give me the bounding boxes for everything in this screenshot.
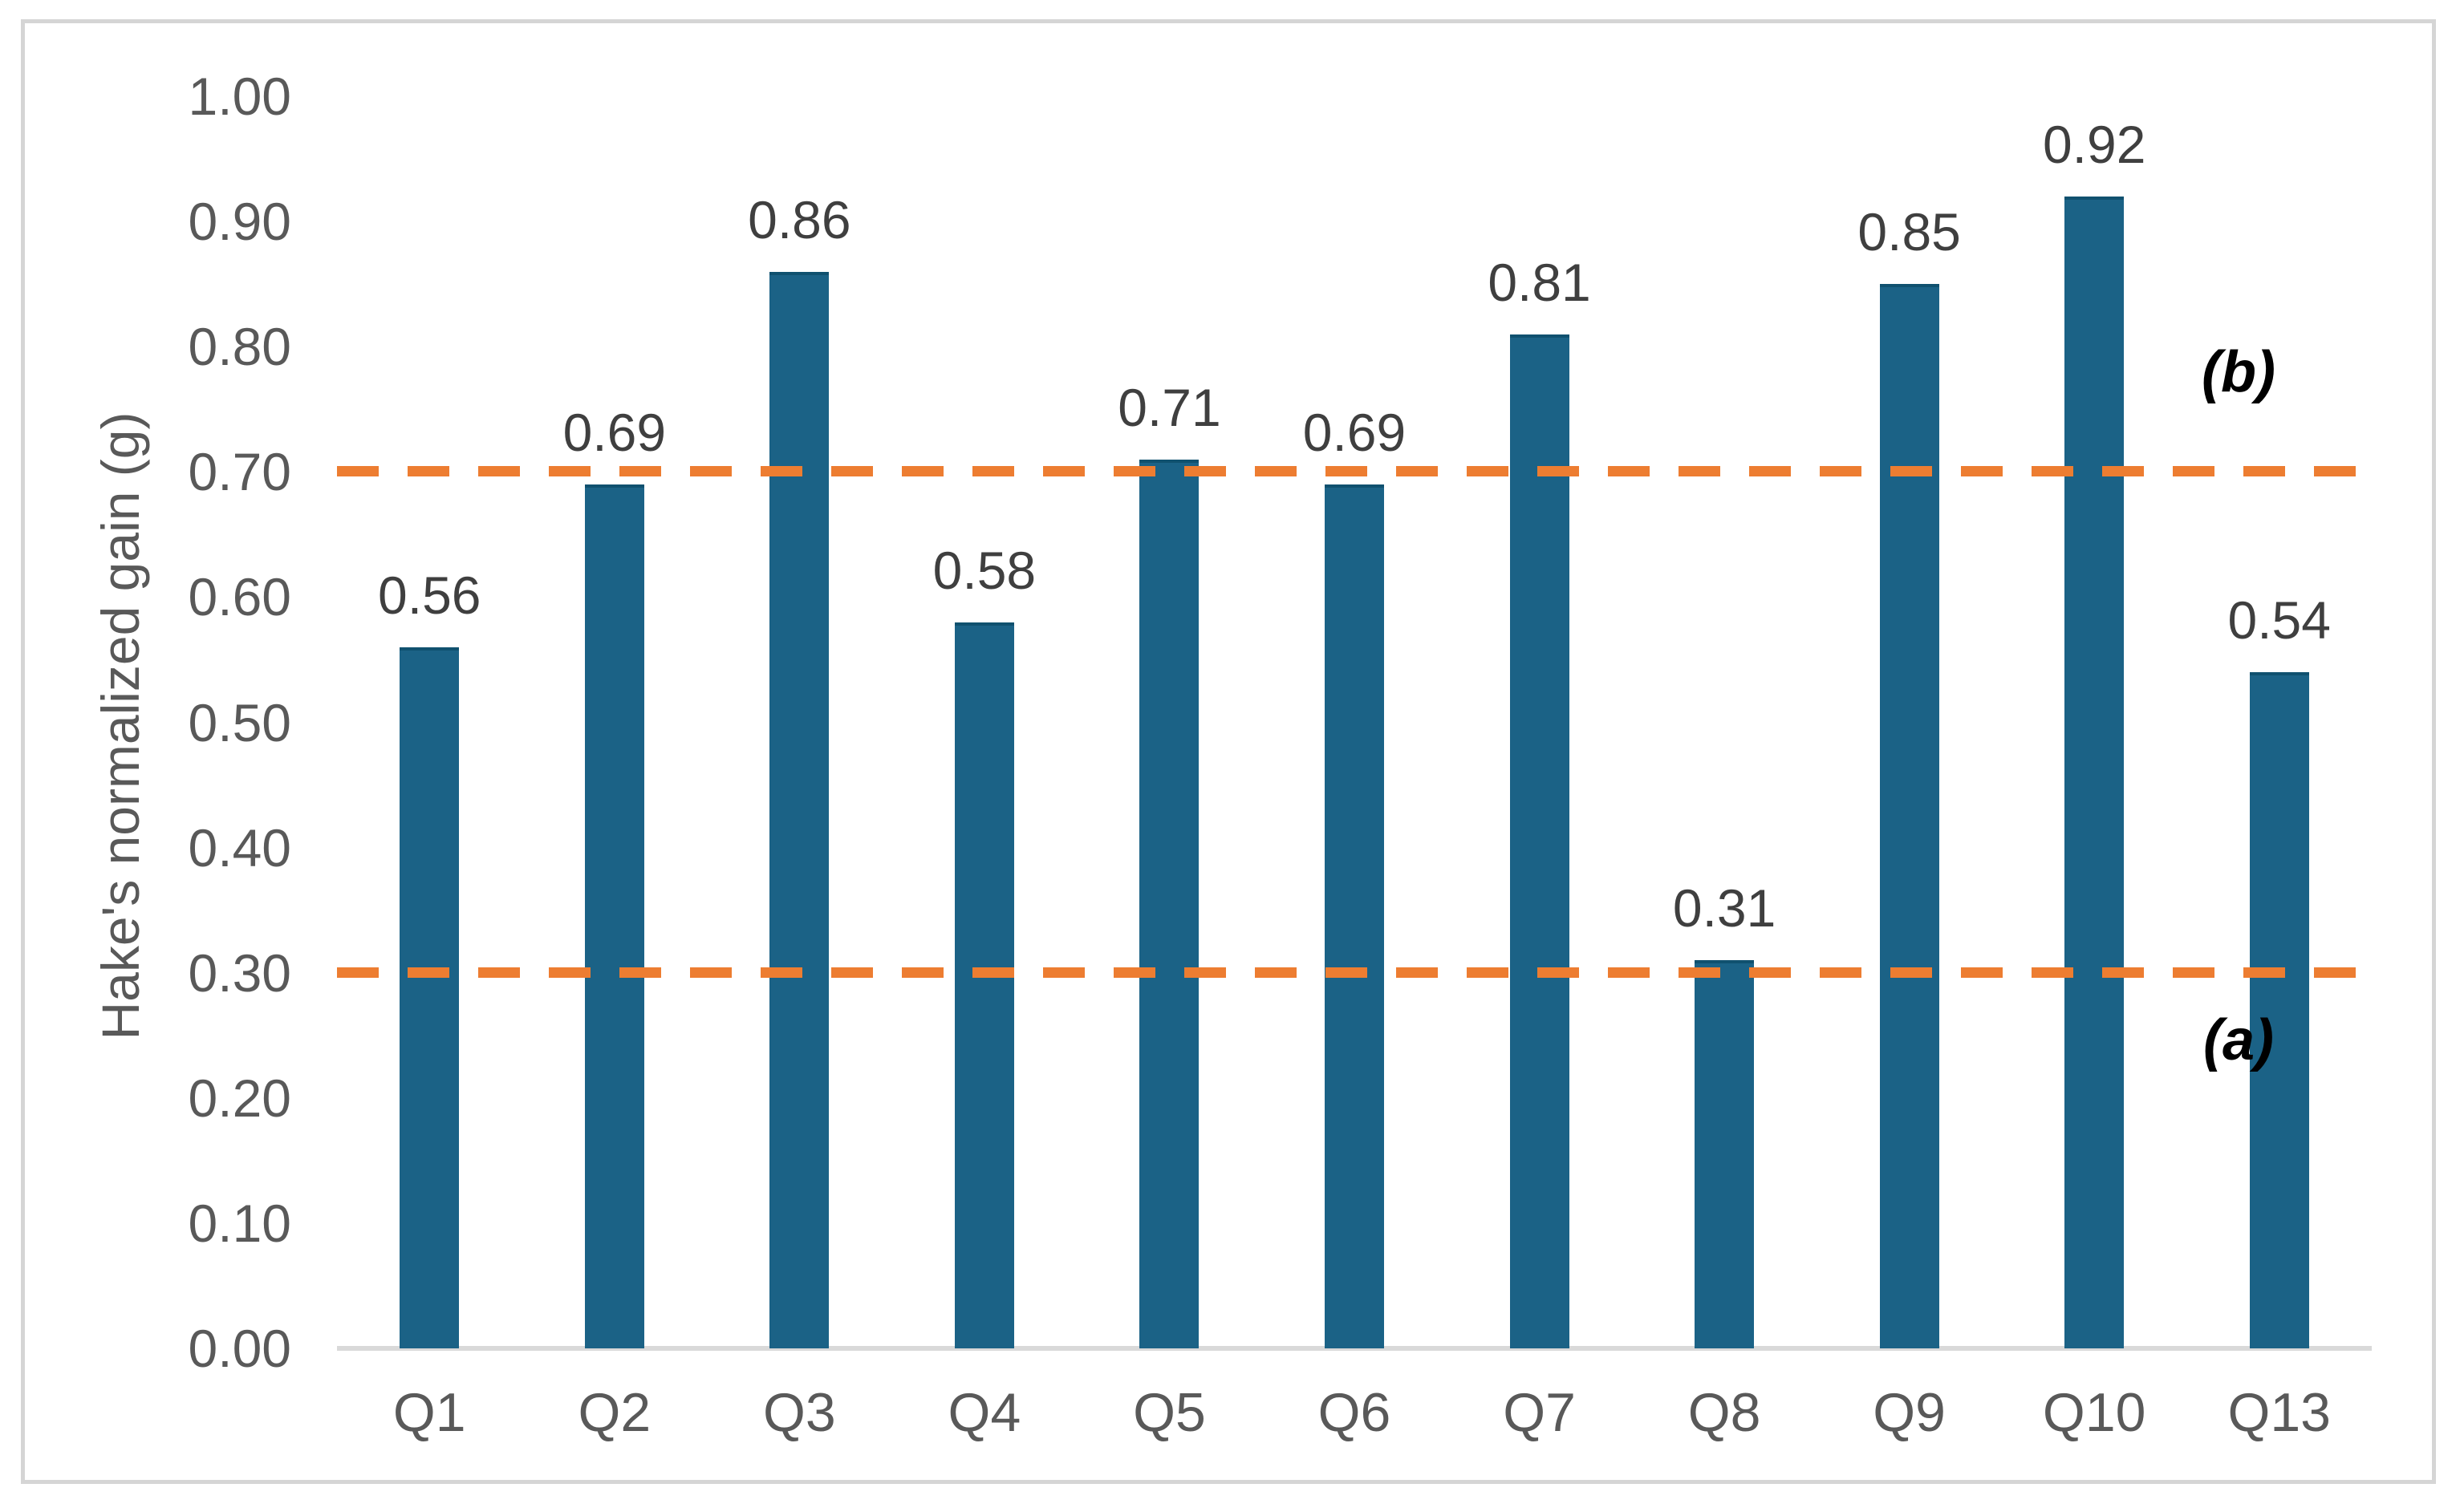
bar-value-label: 0.54 [2227,590,2331,651]
bar [2064,196,2125,1348]
bar [769,271,830,1348]
bar-slot: 0.69 Q6 [1262,96,1447,1440]
bar-value-label: 0.69 [1302,402,1407,462]
x-tick-label: Q1 [392,1382,466,1443]
bar [400,647,460,1348]
x-tick-label: Q13 [2227,1382,2331,1443]
bar-slot: 0.81 Q7 [1447,96,1632,1440]
reference-line [337,466,2367,477]
bar [1879,284,1939,1348]
bar-slot: 0.85 Q9 [1817,96,2002,1440]
x-tick-label: Q6 [1317,1382,1391,1443]
reference-line [337,967,2367,978]
bar-value-label: 0.86 [748,189,851,249]
reference-line-label: (b) [2202,340,2275,405]
x-tick-label: Q10 [2042,1382,2146,1443]
x-tick-label: Q8 [1687,1382,1761,1443]
x-tick-label: Q4 [948,1382,1021,1443]
y-tick-label: 0.30 [188,942,291,1003]
y-tick-label: 0.10 [188,1193,291,1253]
y-tick-label: 0.00 [188,1319,291,1378]
x-axis-line [337,1346,2372,1351]
bar-series: 0.56 Q1 0.69 Q2 0.86 Q3 0.58 Q4 0.71 Q5 0.69 Q6 0.81… [337,96,2372,1440]
y-tick-label: 0.70 [188,442,291,502]
y-tick-label: 0.90 [188,192,291,252]
bar-slot: 0.31 Q8 [1632,96,1817,1440]
x-tick-label: Q5 [1133,1382,1206,1443]
bar-slot: 0.86 Q3 [707,96,892,1440]
bar-slot: 0.56 Q1 [337,96,522,1440]
y-tick-label: 1.00 [188,67,291,126]
x-tick-label: Q9 [1873,1382,1946,1443]
x-tick-label: Q2 [578,1382,652,1443]
x-tick-label: Q3 [763,1382,836,1443]
y-tick-label: 0.40 [188,817,291,878]
bar-slot: 0.58 Q4 [892,96,1078,1440]
y-tick-label: 0.50 [188,692,291,752]
bar [1695,960,1755,1348]
bar-value-label: 0.56 [378,565,481,625]
reference-line-label: (a) [2203,1007,2274,1072]
bar-value-label: 0.71 [1118,377,1221,437]
bar-slot: 0.69 Q2 [522,96,708,1440]
y-tick-label: 0.80 [188,317,291,377]
bar-value-label: 0.81 [1488,252,1591,312]
plot-area: 0.56 Q1 0.69 Q2 0.86 Q3 0.58 Q4 0.71 Q5 0.69 Q6 0.81… [337,96,2372,1440]
bar-slot: 0.92 Q10 [2002,96,2187,1440]
bar-value-label: 0.92 [2042,114,2146,174]
bar [954,622,1014,1348]
bar [2249,672,2309,1348]
bar [1139,459,1200,1348]
bar-slot: 0.54 Q13 [2186,96,2372,1440]
bar [584,484,644,1348]
bar-value-label: 0.58 [932,540,1037,600]
y-axis-tick-labels: 1.00 0.90 0.80 0.70 0.60 0.50 0.40 0.30 0.20 0.10… [0,70,291,1375]
bar-value-label: 0.85 [1857,202,1961,262]
bar [1325,484,1384,1348]
x-tick-label: Q7 [1503,1382,1576,1443]
y-tick-label: 0.20 [188,1068,291,1128]
bar [1509,334,1569,1348]
bar-slot: 0.71 Q5 [1077,96,1262,1440]
bar-value-label: 0.31 [1672,878,1776,938]
y-tick-label: 0.60 [188,567,291,627]
bar-value-label: 0.69 [562,402,667,462]
